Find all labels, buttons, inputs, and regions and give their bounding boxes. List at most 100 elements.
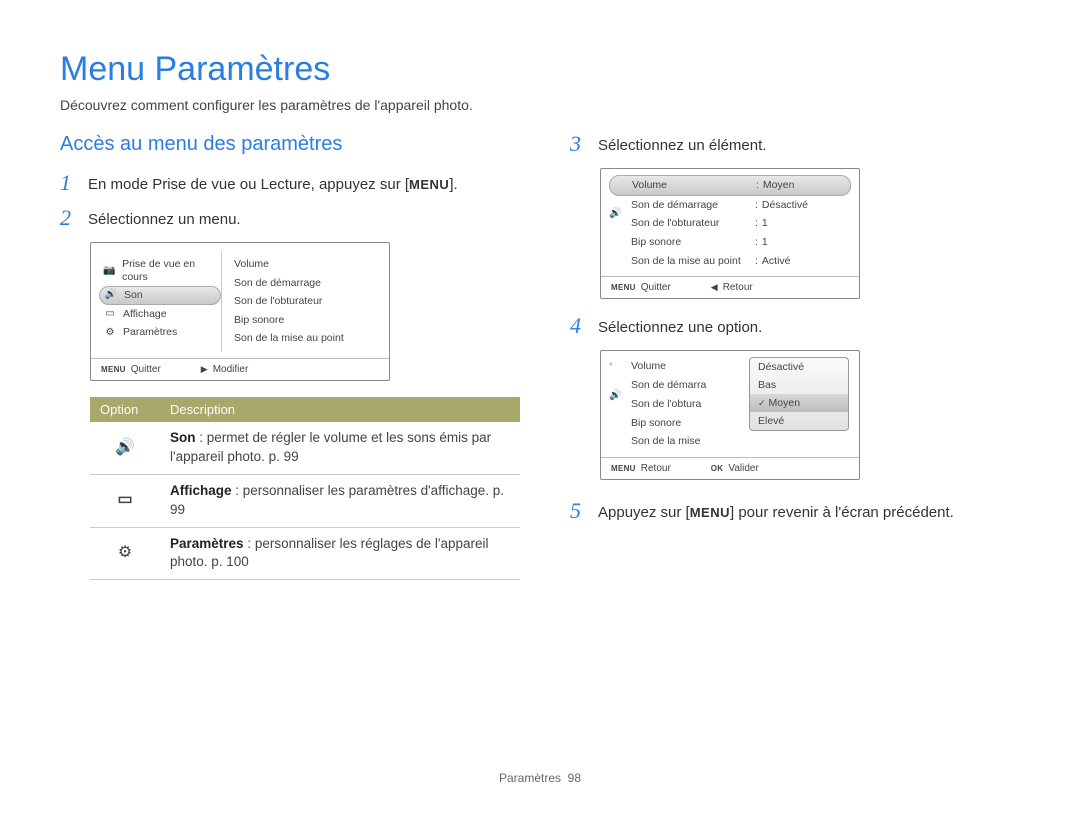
arrow-left-icon [711, 282, 718, 293]
s2-startup-label: Son de démarrage [631, 198, 751, 213]
th-description: Description [160, 397, 520, 422]
s2-row-startup: Son de démarrage:Désactivé [601, 196, 859, 215]
s2-af-label: Son de la mise au point [631, 254, 751, 269]
s2-row-beep: Bip sonore:1 [601, 233, 859, 252]
s3-label-1: Son de démarra [631, 378, 751, 393]
right-column: 3 Sélectionnez un élément. ◦🔊 Volume:Moy… [570, 133, 1020, 580]
menu-item-settings-label: Paramètres [123, 326, 177, 339]
popup-opt-0: Désactivé [750, 358, 848, 376]
screen1-footer-right: Modifier [213, 364, 249, 375]
step-num-4: 4 [570, 315, 588, 337]
step-4-text: Sélectionnez une option. [598, 315, 762, 338]
section-heading: Accès au menu des paramètres [60, 133, 520, 156]
menu-item-display: ▭Affichage [99, 305, 221, 324]
footer-section: Paramètres [499, 771, 561, 785]
s2-beep-label: Bip sonore [631, 235, 751, 250]
s2-footer-right: Retour [723, 282, 753, 293]
opt-desc-sound: Son : permet de régler le volume et les … [160, 422, 520, 474]
s3-label-3: Bip sonore [631, 416, 751, 431]
arrow-right-icon [201, 364, 208, 375]
step-num-2: 2 [60, 207, 78, 229]
s3-footer-ok-key: OK [711, 464, 724, 473]
sub-volume: Volume [230, 255, 381, 274]
sub-af: Son de la mise au point [230, 329, 381, 348]
screen-element-select: ◦🔊 Volume:Moyen Son de démarrage:Désacti… [600, 168, 860, 299]
step-5-text: Appuyez sur [MENU] pour revenir à l'écra… [598, 500, 954, 523]
opt-row-display: ▭ Affichage : personnaliser les paramètr… [90, 474, 520, 527]
screen-menu-select: 📷Prise de vue en cours 🔊Son ▭Affichage ⚙… [90, 242, 390, 381]
s2-shutter-value: 1 [762, 216, 768, 231]
step-4: 4 Sélectionnez une option. [570, 315, 1020, 338]
screen1-footer: MENU Quitter Modifier [91, 358, 389, 380]
sub-beep: Bip sonore [230, 311, 381, 330]
menu-item-shoot: 📷Prise de vue en cours [99, 255, 221, 286]
s2-shutter-label: Son de l'obturateur [631, 216, 751, 231]
s2-row-shutter: Son de l'obturateur:1 [601, 214, 859, 233]
page-title: Menu Paramètres [60, 50, 1020, 89]
step-num-1: 1 [60, 172, 78, 194]
menu-item-sound: 🔊Son [99, 286, 221, 305]
opt-icon-sound: 🔊 [90, 422, 160, 474]
step-num-5: 5 [570, 500, 588, 522]
opt-desc-settings: Paramètres : personnaliser les réglages … [160, 527, 520, 580]
s2-volume-value: Moyen [763, 178, 795, 193]
step-5-text-b: ] pour revenir à l'écran précédent. [730, 504, 954, 521]
popup-opt-2: Moyen [750, 394, 848, 412]
s2-row-volume: Volume:Moyen [609, 175, 851, 196]
screen2-footer: MENUQuitter Retour [601, 276, 859, 298]
s2-volume-label: Volume [632, 178, 752, 193]
screen3-footer: MENURetour OKValider [601, 457, 859, 479]
step-5-text-a: Appuyez sur [ [598, 504, 690, 521]
s2-beep-value: 1 [762, 235, 768, 250]
th-option: Option [90, 397, 160, 422]
menu-item-settings: ⚙Paramètres [99, 323, 221, 342]
s2-af-value: Activé [762, 254, 791, 269]
footer-page-num: 98 [568, 771, 581, 785]
s3-footer-left: Retour [641, 463, 671, 474]
s2-startup-value: Désactivé [762, 198, 808, 213]
footer-menu-key: MENU [101, 365, 126, 374]
page-subtitle: Découvrez comment configurer les paramèt… [60, 97, 1020, 113]
opt-bold-display: Affichage [170, 483, 232, 498]
popup-opt-1: Bas [750, 376, 848, 394]
volume-popup: Désactivé Bas Moyen Elevé [749, 357, 849, 431]
step-2-text: Sélectionnez un menu. [88, 207, 241, 230]
step-3: 3 Sélectionnez un élément. [570, 133, 1020, 156]
opt-icon-display: ▭ [90, 474, 160, 527]
step-5: 5 Appuyez sur [MENU] pour revenir à l'éc… [570, 500, 1020, 523]
menu-item-sound-label: Son [124, 289, 143, 302]
menu-item-display-label: Affichage [123, 308, 167, 321]
opt-text-sound: : permet de régler le volume et les sons… [170, 430, 491, 464]
popup-opt-3: Elevé [750, 412, 848, 430]
s3-label-2: Son de l'obtura [631, 397, 751, 412]
s2-row-af: Son de la mise au point:Activé [601, 252, 859, 271]
step-3-text: Sélectionnez un élément. [598, 133, 766, 156]
step-1-text-a: En mode Prise de vue ou Lecture, appuyez… [88, 176, 409, 193]
step-1-text: En mode Prise de vue ou Lecture, appuyez… [88, 172, 458, 195]
s3-label-4: Son de la mise [631, 434, 751, 449]
left-column: Accès au menu des paramètres 1 En mode P… [60, 133, 520, 580]
opt-icon-settings: ⚙ [90, 527, 160, 580]
sub-startup: Son de démarrage [230, 274, 381, 293]
opt-bold-sound: Son [170, 430, 196, 445]
options-table: Option Description 🔊 Son : permet de rég… [90, 397, 520, 580]
menu-item-shoot-label: Prise de vue en cours [122, 258, 217, 283]
screen1-right-list: Volume Son de démarrage Son de l'obturat… [221, 251, 389, 352]
screen1-left-list: 📷Prise de vue en cours 🔊Son ▭Affichage ⚙… [91, 251, 221, 352]
menu-key: MENU [409, 176, 449, 194]
s2-footer-menu-key: MENU [611, 283, 636, 292]
page-footer: Paramètres 98 [0, 771, 1080, 785]
step-1-text-b: ]. [449, 176, 457, 193]
step-1: 1 En mode Prise de vue ou Lecture, appuy… [60, 172, 520, 195]
opt-row-sound: 🔊 Son : permet de régler le volume et le… [90, 422, 520, 474]
opt-desc-display: Affichage : personnaliser les paramètres… [160, 474, 520, 527]
s3-row-4: Son de la mise [601, 432, 859, 451]
step-num-3: 3 [570, 133, 588, 155]
step-2: 2 Sélectionnez un menu. [60, 207, 520, 230]
sub-shutter: Son de l'obturateur [230, 292, 381, 311]
menu-key-2: MENU [690, 504, 730, 522]
s3-label-0: Volume [631, 359, 751, 374]
screen1-footer-left: Quitter [131, 364, 161, 375]
opt-row-settings: ⚙ Paramètres : personnaliser les réglage… [90, 527, 520, 580]
s3-footer-menu-key: MENU [611, 464, 636, 473]
